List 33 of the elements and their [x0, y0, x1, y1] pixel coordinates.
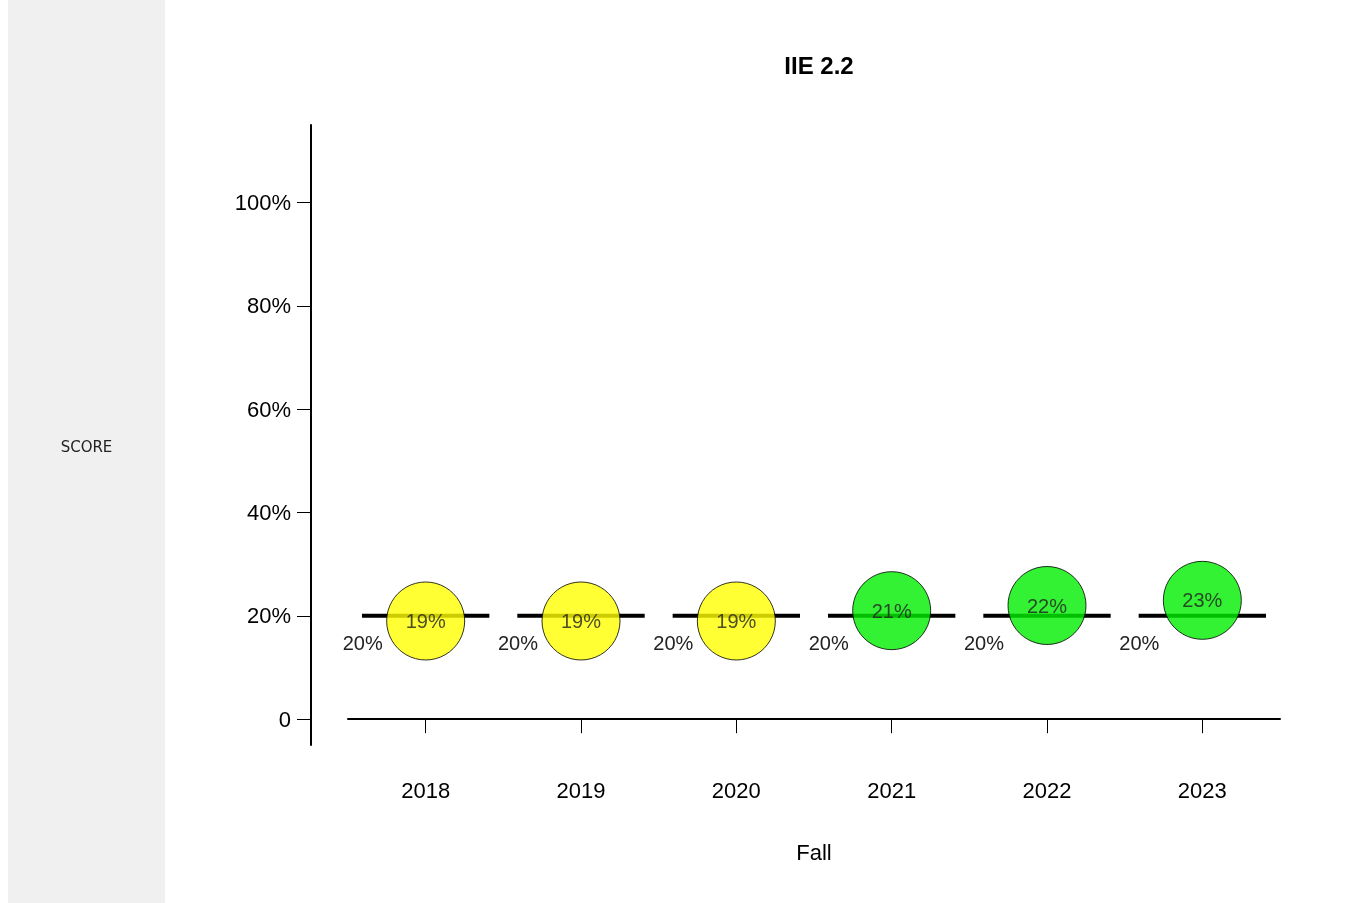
data-label: 22% — [1026, 594, 1068, 617]
x-tick-label: 2021 — [867, 777, 917, 803]
point — [1007, 566, 1087, 645]
data-label: 19% — [405, 610, 446, 632]
y-tick-label: 20% — [246, 603, 291, 629]
annotation: 20% — [963, 631, 1005, 654]
annotation: 20% — [342, 631, 383, 654]
x-tick-label: 2019 — [556, 777, 606, 803]
annotation: 20% — [653, 631, 694, 654]
point — [541, 581, 621, 661]
annotation: 20% — [808, 631, 849, 654]
point — [1162, 560, 1242, 640]
data-label: 19% — [716, 610, 757, 632]
x-tick-label: 2020 — [711, 777, 761, 803]
point — [696, 581, 776, 661]
text: SCORE — [59, 438, 114, 456]
y-tick-label: 0 — [278, 706, 291, 732]
point — [386, 581, 466, 661]
point — [852, 571, 932, 651]
y-tick-label: 40% — [246, 500, 291, 525]
data-label: 21% — [871, 599, 912, 622]
y-tick-label: 80% — [246, 293, 291, 319]
data-label: 19% — [560, 610, 602, 632]
annotation: 20% — [497, 631, 539, 654]
x-tick-label: 2018 — [401, 777, 451, 803]
x-tick-label: 2023 — [1177, 777, 1227, 803]
x-tick-label: 2022 — [1022, 777, 1072, 803]
x-axis-title: Fall — [796, 839, 832, 865]
annotation: 20% — [1119, 631, 1160, 654]
y-tick-label: 60% — [246, 396, 291, 422]
data-label: 23% — [1182, 589, 1223, 612]
chart-title: IIE 2.2 — [784, 51, 854, 79]
y-tick-label: 100% — [234, 190, 291, 215]
